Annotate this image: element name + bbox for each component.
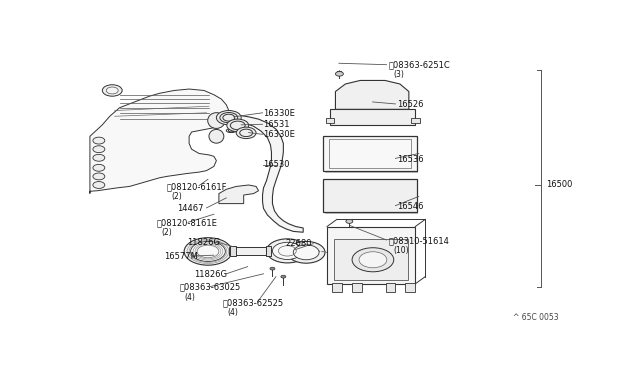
Circle shape	[93, 137, 105, 144]
Text: 11826G: 11826G	[187, 238, 220, 247]
Text: Ⓑ08120-8161E: Ⓑ08120-8161E	[157, 218, 218, 227]
Bar	[266, 246, 271, 256]
Ellipse shape	[209, 129, 224, 143]
Bar	[326, 118, 335, 124]
Circle shape	[352, 248, 394, 272]
Text: (4): (4)	[228, 308, 239, 317]
Text: 22680: 22680	[286, 239, 312, 248]
Text: ^ 65C 0053: ^ 65C 0053	[513, 313, 559, 322]
Text: 16500: 16500	[547, 180, 573, 189]
Polygon shape	[219, 185, 259, 203]
Bar	[323, 136, 417, 171]
Circle shape	[266, 239, 308, 263]
Circle shape	[93, 182, 105, 189]
Circle shape	[236, 127, 256, 139]
Circle shape	[346, 219, 353, 223]
Text: (2): (2)	[172, 192, 182, 201]
Bar	[405, 283, 415, 292]
Text: 14467: 14467	[177, 204, 204, 213]
Circle shape	[270, 267, 275, 270]
Text: (10): (10)	[394, 246, 409, 255]
Circle shape	[335, 71, 344, 76]
Text: (2): (2)	[162, 228, 173, 237]
Text: 16530: 16530	[264, 160, 290, 169]
Bar	[352, 283, 362, 292]
Text: Ⓢ08363-62525: Ⓢ08363-62525	[223, 298, 284, 307]
Polygon shape	[229, 247, 273, 255]
Text: 16330E: 16330E	[264, 109, 296, 118]
Circle shape	[293, 245, 319, 260]
Text: Ⓢ08363-63025: Ⓢ08363-63025	[179, 283, 241, 292]
Bar	[332, 283, 342, 292]
Circle shape	[287, 241, 325, 263]
Circle shape	[273, 242, 302, 260]
Circle shape	[93, 173, 105, 180]
Bar	[385, 283, 396, 292]
Bar	[230, 246, 236, 256]
Circle shape	[227, 119, 249, 132]
Circle shape	[281, 275, 286, 278]
Bar	[329, 139, 412, 168]
Text: 16536: 16536	[397, 155, 424, 164]
Circle shape	[93, 146, 105, 153]
Circle shape	[184, 238, 232, 265]
Text: Ⓢ08363-6251C: Ⓢ08363-6251C	[388, 60, 451, 69]
Polygon shape	[335, 80, 409, 109]
Text: Ⓢ08310-51614: Ⓢ08310-51614	[388, 236, 449, 246]
Text: 16526: 16526	[397, 100, 424, 109]
Text: 16531: 16531	[264, 121, 290, 129]
Text: 16546: 16546	[397, 202, 424, 211]
Circle shape	[359, 252, 387, 268]
Text: (4): (4)	[184, 293, 195, 302]
Circle shape	[216, 110, 241, 125]
Text: 16577M: 16577M	[164, 252, 198, 261]
Circle shape	[191, 241, 225, 262]
Circle shape	[106, 87, 118, 94]
Text: Ⓑ08120-6161F: Ⓑ08120-6161F	[167, 182, 227, 191]
Circle shape	[93, 164, 105, 171]
Text: 16330E: 16330E	[264, 130, 296, 140]
Circle shape	[93, 154, 105, 161]
Text: (3): (3)	[394, 70, 404, 79]
Bar	[335, 240, 408, 279]
Circle shape	[102, 85, 122, 96]
Bar	[323, 179, 417, 212]
Ellipse shape	[208, 113, 225, 128]
Bar	[330, 109, 415, 125]
Text: 11826G: 11826G	[194, 270, 227, 279]
Bar	[411, 118, 420, 124]
Bar	[327, 227, 415, 284]
Polygon shape	[221, 115, 303, 232]
Polygon shape	[90, 89, 229, 193]
